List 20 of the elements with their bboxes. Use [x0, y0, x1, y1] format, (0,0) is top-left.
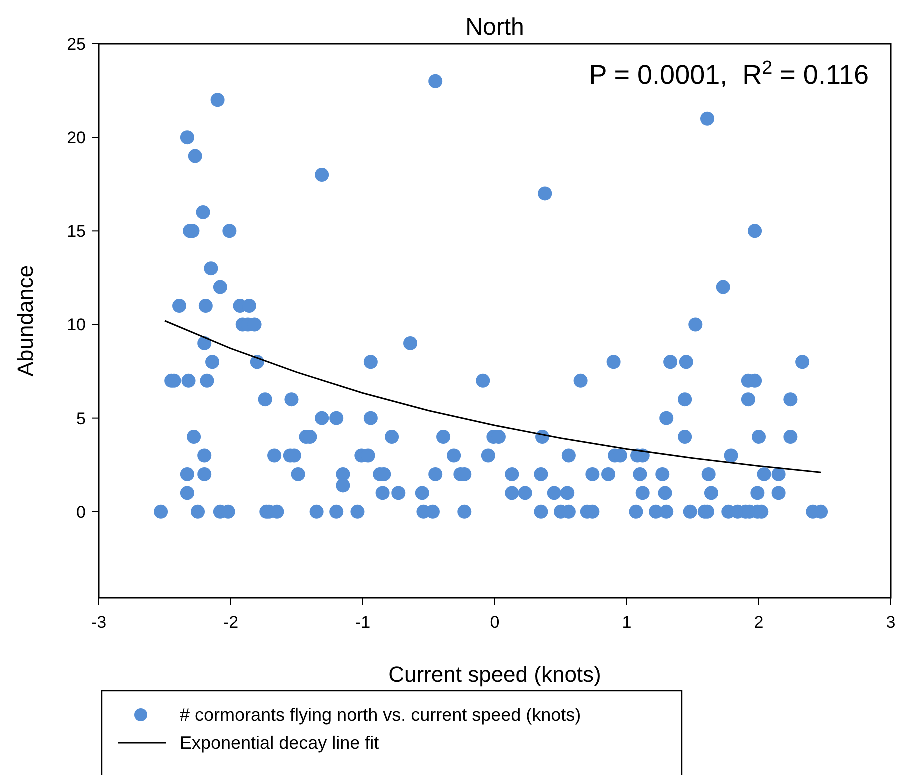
line-series	[164, 320, 822, 474]
x-axis-title: Current speed (knots)	[388, 662, 602, 687]
annotation: P = 0.0001, R$^{2}$ = 0.116	[589, 58, 869, 90]
y-tick-label: 10	[67, 316, 86, 335]
legend-label: # cormorants flying north vs. current speed (knots)	[180, 705, 582, 725]
y-tick-label: 25	[67, 35, 86, 54]
y-axis-title: Abundance	[13, 265, 38, 377]
x-tick-label: 1	[622, 613, 632, 632]
x-tick-label: 2	[754, 613, 764, 632]
x-tick-label: 3	[886, 613, 896, 632]
chart-title: North	[466, 14, 524, 41]
x-tick-label: -3	[91, 613, 107, 632]
y-tick-label: 15	[67, 222, 86, 242]
y-tick-label: 0	[76, 502, 86, 522]
x-tick-label: -2	[223, 613, 239, 632]
x-tick-label: 0	[490, 613, 500, 632]
legend-label: Exponential decay line fit	[180, 733, 380, 753]
y-tick-label: 5	[76, 409, 86, 428]
y-tick-label: 20	[67, 128, 86, 148]
x-tick-label: -1	[355, 613, 371, 632]
